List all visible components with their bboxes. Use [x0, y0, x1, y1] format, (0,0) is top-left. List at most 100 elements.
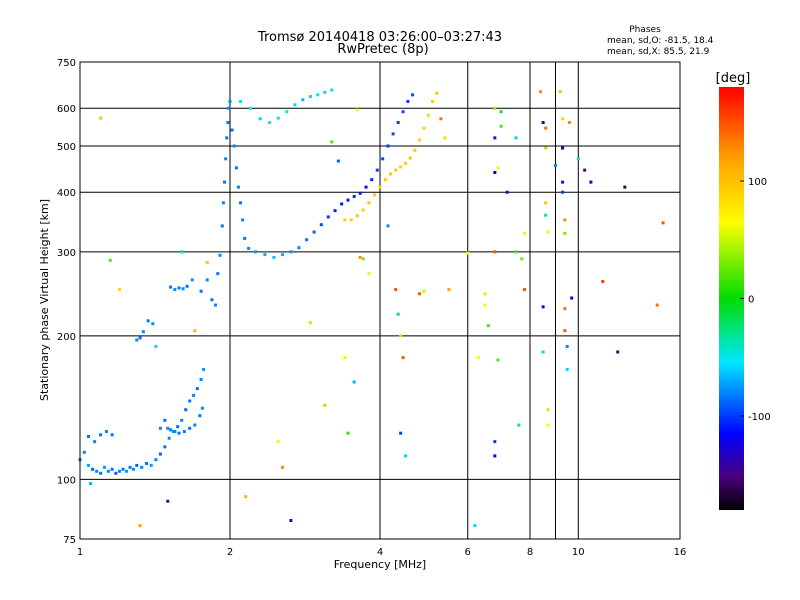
echo-point: [258, 117, 262, 121]
echo-point: [616, 350, 620, 354]
echo-point: [146, 319, 150, 323]
echo-point: [166, 499, 170, 503]
echo-point: [177, 431, 181, 435]
echo-point: [218, 253, 222, 257]
echo-point: [138, 524, 142, 528]
echo-point: [561, 117, 565, 121]
echo-point: [117, 288, 121, 292]
echo-point: [285, 110, 289, 114]
echo-point: [486, 324, 490, 328]
echo-point: [367, 201, 371, 205]
echo-point: [253, 250, 257, 254]
echo-point: [541, 305, 545, 309]
echo-point: [131, 467, 135, 471]
echo-point: [539, 90, 543, 94]
echo-point: [570, 296, 574, 300]
echo-point: [323, 403, 327, 407]
echo-point: [553, 164, 557, 168]
echo-point: [308, 321, 312, 325]
echo-point: [561, 190, 565, 194]
echo-point: [563, 218, 567, 222]
echo-point: [343, 356, 347, 360]
echo-point: [149, 463, 153, 467]
echo-point: [336, 159, 340, 163]
echo-point: [386, 144, 390, 148]
colorbar-label: [deg]: [716, 71, 751, 86]
grid-lines: [80, 62, 680, 539]
y-tick-label: 750: [57, 58, 76, 69]
echo-point: [576, 157, 580, 161]
echo-point: [563, 231, 567, 235]
plot-border: [79, 61, 681, 540]
echo-point: [544, 213, 548, 217]
echo-point: [391, 132, 395, 136]
echo-point: [439, 117, 443, 121]
echo-point: [110, 467, 114, 471]
echo-point: [383, 178, 387, 182]
echo-point: [220, 224, 224, 228]
echo-point: [394, 288, 398, 292]
echo-point: [589, 180, 593, 184]
echo-point: [426, 113, 430, 117]
echo-point: [182, 430, 186, 434]
echo-point: [514, 136, 518, 140]
x-axis-label: Frequency [MHz]: [334, 558, 426, 571]
echo-point: [297, 246, 301, 250]
echo-point: [193, 423, 197, 427]
x-axis: 1 2 4 6 8 10 16: [77, 547, 687, 558]
echo-point: [476, 356, 480, 360]
echo-point: [158, 426, 162, 430]
echo-point: [193, 329, 197, 333]
echo-point: [173, 288, 177, 292]
echo-point: [411, 93, 415, 97]
echo-point: [205, 260, 209, 264]
y-tick-label: 500: [57, 142, 76, 153]
echo-point: [399, 431, 403, 435]
echo-point: [565, 344, 569, 348]
echo-point: [563, 307, 567, 311]
echo-point: [483, 303, 487, 307]
echo-point: [422, 126, 426, 130]
echo-point: [496, 166, 500, 170]
y-tick-label: 600: [57, 104, 76, 115]
echo-point: [272, 255, 276, 259]
echo-point: [623, 185, 627, 189]
echo-point: [399, 165, 403, 169]
echo-point: [565, 367, 569, 371]
echo-point: [86, 435, 90, 439]
echo-point: [499, 110, 503, 114]
echo-point: [140, 465, 144, 469]
echo-point: [173, 430, 177, 434]
echo-point: [330, 88, 334, 92]
echo-point: [330, 140, 334, 144]
echo-point: [352, 380, 356, 384]
echo-point: [396, 121, 400, 125]
echo-point: [177, 286, 181, 290]
echo-point: [141, 330, 145, 334]
echo-point: [544, 146, 548, 150]
echo-point: [346, 431, 350, 435]
y-tick-label: 300: [57, 248, 76, 259]
echo-point: [86, 463, 90, 467]
colorbar-tick-label: 0: [748, 295, 754, 306]
echo-point: [281, 253, 285, 257]
echo-point: [493, 170, 497, 174]
echo-point: [346, 198, 350, 202]
y-axis-label: Stationary phase Virtual Height [km]: [38, 199, 51, 401]
echo-point: [364, 185, 368, 189]
echo-point: [401, 110, 405, 114]
echo-point: [352, 194, 356, 198]
echo-point: [108, 258, 112, 262]
echo-point: [546, 423, 550, 427]
phase-stats-heading: Phases: [629, 25, 661, 35]
echo-point: [567, 121, 571, 125]
y-tick-label: 200: [57, 332, 76, 343]
echo-point: [154, 458, 158, 462]
echo-point: [241, 218, 245, 222]
echo-point: [234, 166, 238, 170]
colorbar-tick-label: 100: [748, 177, 767, 188]
echo-point: [176, 425, 180, 429]
echo-point: [82, 450, 86, 454]
echo-point: [396, 312, 400, 316]
